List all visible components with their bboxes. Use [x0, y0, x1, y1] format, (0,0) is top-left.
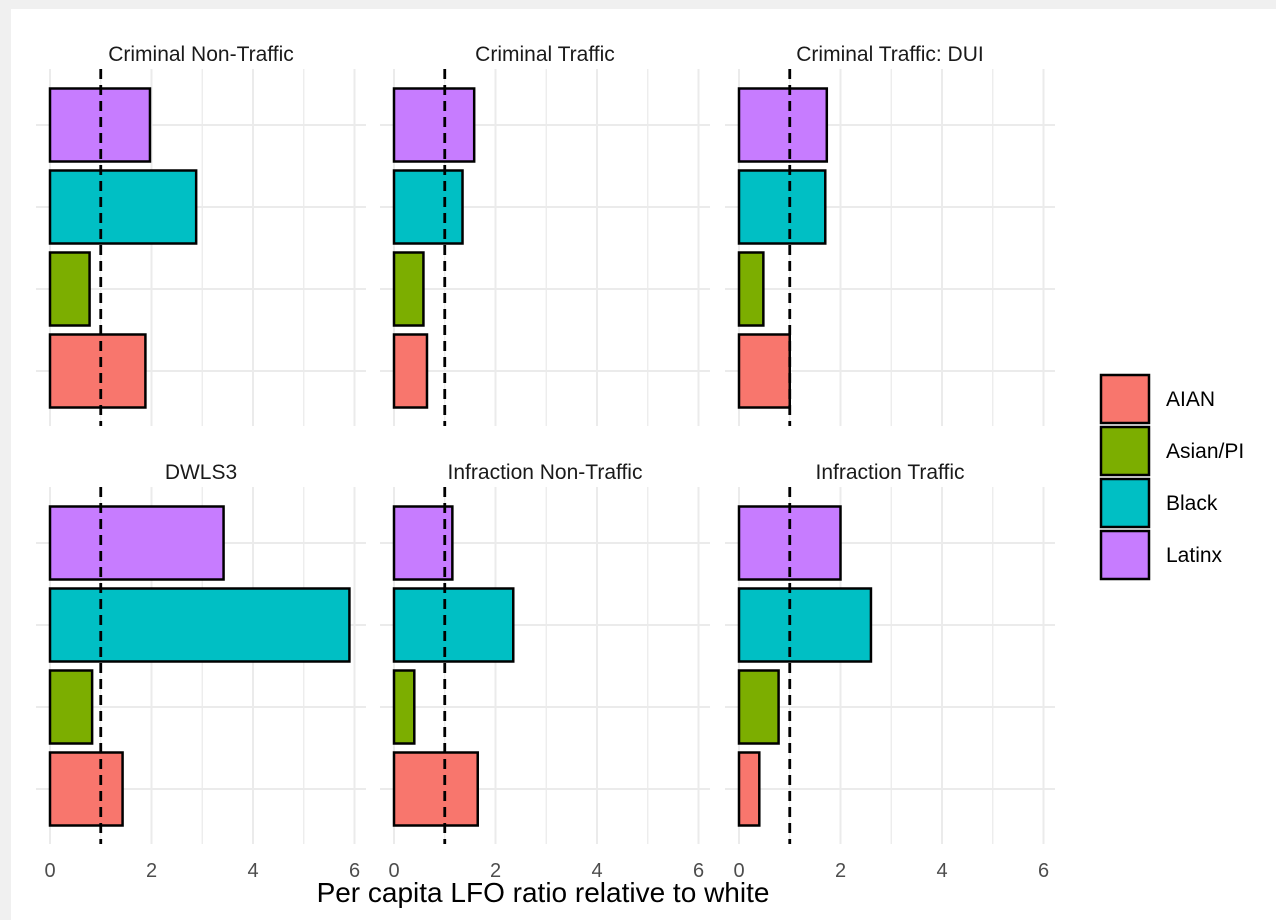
bar-asianpi [392, 669, 416, 745]
legend-key-latinx [1099, 529, 1151, 581]
bar-black [392, 587, 515, 663]
chart-panels: Criminal Non-Traffic Criminal Traffic Crim… [36, 43, 1055, 882]
bar-latinx [392, 87, 476, 163]
facet-title: Criminal Non-Traffic [108, 43, 294, 66]
facet-panel: DWLS3 0 2 4 6 [36, 461, 366, 882]
bar-black [48, 587, 351, 663]
legend-key-black [1099, 477, 1151, 529]
x-tick-label: 4 [591, 860, 602, 882]
facet-title: Infraction Traffic [815, 461, 964, 484]
x-axis-title: Per capita LFO ratio relative to white [317, 877, 770, 908]
x-tick-label: 6 [1038, 860, 1049, 882]
bar-aian [48, 751, 124, 827]
facet-title: Criminal Traffic: DUI [796, 43, 983, 66]
bar-aian [737, 751, 761, 827]
bar-black [737, 169, 827, 245]
bar-aian [392, 751, 479, 827]
legend-label: Black [1166, 492, 1218, 515]
bar-asianpi [737, 251, 765, 327]
x-tick-label: 2 [490, 860, 501, 882]
legend-label: Asian/PI [1166, 440, 1244, 463]
facet-title: Criminal Traffic [475, 43, 615, 66]
chart-frame: Criminal Non-Traffic Criminal Traffic Crim… [11, 9, 1276, 920]
legend: AIAN Asian/PI Black Latinx [1099, 373, 1244, 581]
legend-key-asianpi [1099, 425, 1151, 477]
facet-panel: Infraction Non-Traffic 0 2 4 6 [380, 461, 710, 882]
x-tick-label: 0 [388, 860, 399, 882]
x-tick-label: 2 [835, 860, 846, 882]
bar-black [48, 169, 198, 245]
facet-panel: Criminal Traffic: DUI [725, 43, 1055, 426]
x-tick-label: 2 [146, 860, 157, 882]
legend-key-aian [1099, 373, 1151, 425]
facet-title: Infraction Non-Traffic [448, 461, 643, 484]
bar-asianpi [737, 669, 780, 745]
bar-latinx [48, 505, 225, 581]
facet-panel: Infraction Traffic 0 2 4 6 [725, 461, 1055, 882]
x-tick-label: 4 [247, 860, 258, 882]
legend-label: AIAN [1166, 388, 1215, 411]
bar-asianpi [48, 251, 91, 327]
legend-label: Latinx [1166, 544, 1223, 567]
x-tick-label: 4 [936, 860, 947, 882]
bar-aian [48, 333, 147, 409]
bar-latinx [737, 87, 829, 163]
x-tick-label: 0 [733, 860, 744, 882]
bar-asianpi [392, 251, 425, 327]
facet-title: DWLS3 [165, 461, 237, 484]
bar-black [392, 169, 464, 245]
bar-latinx [392, 505, 454, 581]
bar-asianpi [48, 669, 94, 745]
x-tick-label: 6 [349, 860, 360, 882]
x-tick-label: 6 [693, 860, 704, 882]
facet-panel: Criminal Non-Traffic [36, 43, 366, 426]
bar-aian [737, 333, 791, 409]
x-tick-label: 0 [44, 860, 55, 882]
facet-panel: Criminal Traffic [380, 43, 710, 426]
faceted-bar-chart: Criminal Non-Traffic Criminal Traffic Crim… [36, 43, 1244, 908]
bar-aian [392, 333, 429, 409]
bar-black [737, 587, 873, 663]
